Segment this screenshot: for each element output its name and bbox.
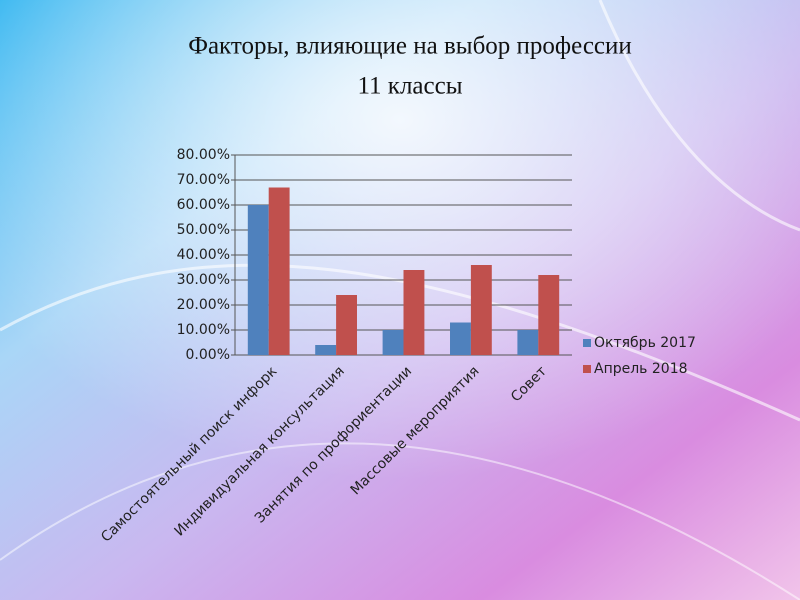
legend-swatch	[583, 339, 591, 347]
bar	[268, 187, 290, 355]
y-tick-label: 60.00%	[177, 197, 230, 213]
bar	[247, 205, 269, 355]
legend-label: Апрель 2018	[594, 361, 688, 377]
y-tick-label: 10.00%	[177, 322, 230, 338]
y-tick-label: 0.00%	[186, 347, 230, 363]
decor-curve	[598, 0, 800, 232]
y-tick-label: 30.00%	[177, 272, 230, 288]
bar	[538, 275, 560, 355]
bar	[403, 270, 425, 355]
y-tick-label: 80.00%	[177, 147, 230, 163]
y-tick-label: 20.00%	[177, 297, 230, 313]
decor-curve	[0, 263, 800, 422]
bar	[336, 295, 357, 355]
chart-subtitle: 11 классы	[357, 73, 462, 100]
y-tick-label: 50.00%	[177, 222, 230, 238]
legend-swatch	[583, 365, 591, 373]
y-tick-label: 40.00%	[177, 247, 230, 263]
bar	[470, 265, 492, 355]
decor-curve	[0, 442, 800, 600]
bar	[382, 330, 404, 355]
bar	[450, 322, 471, 355]
bar	[517, 330, 539, 355]
y-tick-label: 70.00%	[177, 172, 230, 188]
bar	[315, 345, 337, 355]
legend-label: Октябрь 2017	[594, 335, 696, 351]
chart-title: Факторы, влияющие на выбор профессии	[188, 33, 632, 60]
